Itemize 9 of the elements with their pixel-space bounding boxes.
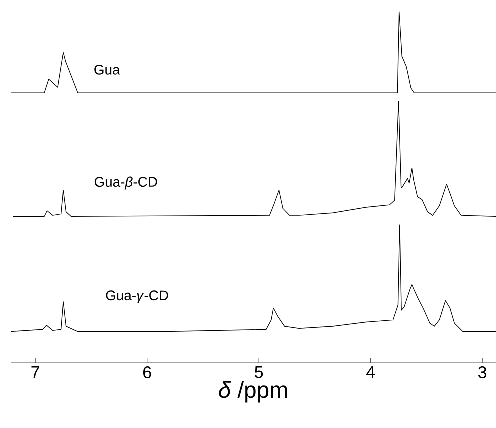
text: Gua-γ-CD [106,290,168,304]
x-tick-label: 4 [366,366,376,378]
x-tick-label: 5 [255,366,264,378]
series-label: Gua [94,64,120,75]
series-label: Gua-β-CD [94,176,158,190]
x-tick-label: 7 [32,366,40,378]
x-tick-label: 3 [478,366,487,379]
x-tick-label: 6 [143,366,152,379]
x-axis-title: δ /ppm [219,381,288,403]
